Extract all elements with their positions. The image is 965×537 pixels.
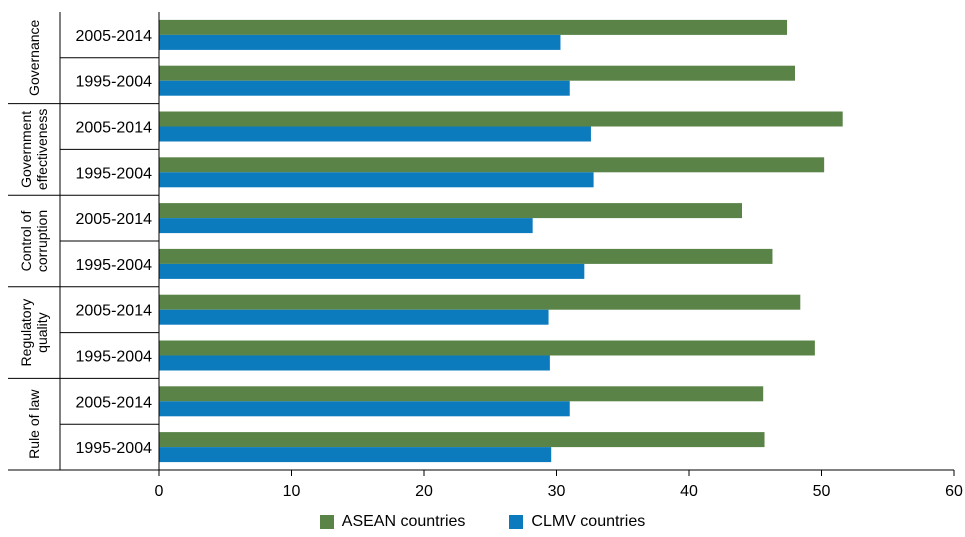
- category-label-g3-2005-2014: 2005-2014: [75, 303, 152, 320]
- bar-asean-g2-2005-2014: [159, 203, 742, 219]
- bar-asean-g4-1995-2004: [159, 432, 765, 448]
- group-label-3: Regulatoryquality: [18, 299, 50, 367]
- group-label-4: Rule of law: [26, 389, 42, 459]
- category-label-g1-2005-2014: 2005-2014: [75, 120, 152, 137]
- bar-asean-g3-1995-2004: [159, 340, 815, 356]
- x-tick-label-50: 50: [813, 483, 831, 500]
- bar-asean-g0-1995-2004: [159, 65, 795, 81]
- legend-label-clmv: CLMV countries: [531, 513, 646, 530]
- group-label-0: Governance: [26, 19, 42, 95]
- category-label-g1-1995-2004: 1995-2004: [75, 165, 152, 182]
- bar-asean-g3-2005-2014: [159, 294, 801, 310]
- bar-asean-g4-2005-2014: [159, 386, 764, 402]
- category-label-g0-2005-2014: 2005-2014: [75, 28, 152, 45]
- bar-clmv-g1-1995-2004: [159, 172, 594, 188]
- bar-clmv-g4-2005-2014: [159, 401, 570, 417]
- category-label-g4-2005-2014: 2005-2014: [75, 394, 152, 411]
- legend-item-clmv: CLMV countries: [509, 513, 645, 531]
- x-tick-label-60: 60: [945, 483, 963, 500]
- bar-clmv-g0-1995-2004: [159, 80, 570, 96]
- legend-swatch-clmv: [509, 515, 524, 529]
- x-tick-label-10: 10: [283, 483, 301, 500]
- category-label-g2-1995-2004: 1995-2004: [75, 257, 152, 274]
- category-label-g0-1995-2004: 1995-2004: [75, 74, 152, 91]
- legend-label-asean: ASEAN countries: [341, 513, 466, 530]
- bar-clmv-g4-1995-2004: [159, 447, 552, 463]
- bar-clmv-g1-2005-2014: [159, 126, 591, 142]
- bar-asean-g2-1995-2004: [159, 248, 773, 264]
- category-label-g2-2005-2014: 2005-2014: [75, 211, 152, 228]
- bar-asean-g1-2005-2014: [159, 111, 843, 127]
- x-tick-label-0: 0: [155, 483, 164, 500]
- bar-clmv-g3-2005-2014: [159, 309, 549, 325]
- bar-asean-g0-2005-2014: [159, 19, 788, 35]
- bar-clmv-g2-1995-2004: [159, 263, 585, 279]
- bar-clmv-g3-1995-2004: [159, 355, 550, 371]
- group-label-1: Governmenteffectiveness: [18, 109, 50, 190]
- group-label-2: Control ofcorruption: [18, 210, 50, 272]
- legend-swatch-asean: [319, 515, 334, 529]
- category-label-g3-1995-2004: 1995-2004: [75, 349, 152, 366]
- bar-clmv-g2-2005-2014: [159, 218, 533, 234]
- bar-clmv-g0-2005-2014: [159, 34, 561, 50]
- bar-asean-g1-1995-2004: [159, 157, 825, 173]
- x-tick-label-30: 30: [548, 483, 566, 500]
- x-tick-label-40: 40: [680, 483, 698, 500]
- legend-item-asean: ASEAN countries: [319, 513, 466, 531]
- x-tick-label-20: 20: [415, 483, 433, 500]
- category-label-g4-1995-2004: 1995-2004: [75, 440, 152, 457]
- legend: ASEAN countries CLMV countries: [0, 512, 965, 532]
